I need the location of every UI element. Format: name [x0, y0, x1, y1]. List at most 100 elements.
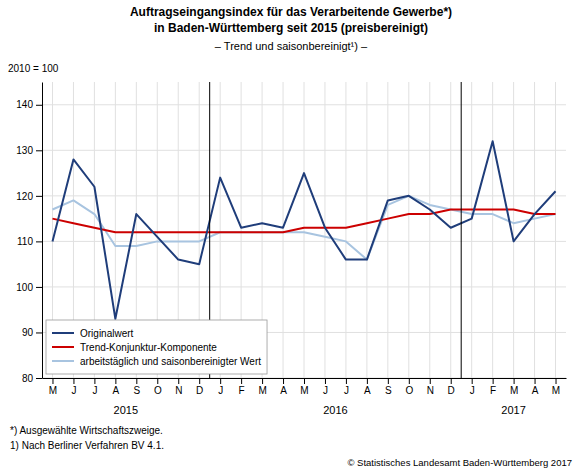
x-tick-mark — [73, 378, 74, 384]
x-tick: M — [552, 378, 560, 396]
x-tick: A — [532, 378, 539, 396]
y-tick-label: 120 — [16, 191, 33, 202]
x-tick: J — [323, 378, 328, 396]
x-tick-mark — [556, 378, 557, 384]
legend-label: Trend-Konjunktur-Komponente — [80, 342, 217, 353]
x-tick-mark — [136, 378, 137, 384]
y-tick-label: 140 — [16, 99, 33, 110]
grid-line-x — [345, 82, 346, 378]
x-tick-label: J — [470, 385, 475, 396]
x-tick-label: A — [532, 385, 539, 396]
x-tick-label: A — [280, 385, 287, 396]
y-axis-line — [42, 83, 43, 379]
x-tick-label: M — [510, 385, 518, 396]
x-tick-mark — [514, 378, 515, 384]
x-tick-label: S — [133, 385, 140, 396]
grid — [42, 82, 566, 378]
x-tick-label: J — [218, 385, 223, 396]
x-tick-mark — [472, 378, 473, 384]
grid-line-x — [450, 82, 451, 378]
x-tick-label: J — [71, 385, 76, 396]
x-tick-mark — [220, 378, 221, 384]
legend-label: Originalwert — [80, 328, 134, 339]
x-tick-label: A — [364, 385, 371, 396]
legend-item: Originalwert — [52, 328, 134, 339]
series-line — [52, 141, 555, 319]
group-label: 2016 — [323, 404, 347, 416]
x-tick-mark — [535, 378, 536, 384]
x-tick-mark — [52, 378, 53, 384]
chart-svg: Auftragseingangsindex für das Verarbeite… — [0, 0, 582, 474]
legend-item: Trend-Konjunktur-Komponente — [52, 342, 217, 353]
grid-line-x — [304, 82, 305, 378]
y-tick-mark — [36, 287, 42, 288]
x-tick-mark — [115, 378, 116, 384]
y-tick: 100 — [16, 282, 42, 293]
x-tick: J — [344, 378, 349, 396]
y-tick: 80 — [22, 373, 42, 384]
grid-line-x — [429, 82, 430, 378]
x-tick: M — [49, 378, 57, 396]
x-tick-mark — [493, 378, 494, 384]
x-tick-mark — [283, 378, 284, 384]
x-tick-mark — [367, 378, 368, 384]
x-tick: F — [490, 378, 496, 396]
x-tick: O — [405, 378, 413, 396]
x-tick-label: N — [175, 385, 182, 396]
footnote: *) Ausgewählte Wirtschaftszweige. — [10, 425, 163, 436]
group-divider — [461, 82, 462, 378]
x-tick: M — [258, 378, 266, 396]
x-tick-label: A — [113, 385, 120, 396]
credit: © Statistisches Landesamt Baden-Württemb… — [347, 457, 572, 468]
grid-line-x — [387, 82, 388, 378]
x-tick-mark — [451, 378, 452, 384]
legend-swatch — [52, 332, 74, 334]
grid-line-x — [471, 82, 472, 378]
grid-line-x — [283, 82, 284, 378]
y-tick-mark — [36, 196, 42, 197]
x-tick: A — [280, 378, 287, 396]
x-tick-mark — [178, 378, 179, 384]
group-label: 2015 — [114, 404, 138, 416]
title: Auftragseingangsindex für das Verarbeite… — [130, 5, 452, 19]
x-tick-label: F — [239, 385, 245, 396]
x-tick: N — [175, 378, 182, 396]
series-line — [52, 210, 555, 233]
grid-line-x — [555, 82, 556, 378]
y-tick-mark — [36, 105, 42, 106]
legend-item: arbeitstäglich und saisonbereinigter Wer… — [52, 356, 261, 367]
y-tick: 110 — [17, 236, 42, 247]
x-tick: A — [113, 378, 120, 396]
x-tick-mark — [409, 378, 410, 384]
x-tick-label: M — [258, 385, 266, 396]
group-label: 2017 — [501, 404, 525, 416]
x-tick: J — [470, 378, 475, 396]
y-tick-label: 100 — [16, 282, 33, 293]
x-tick: O — [154, 378, 162, 396]
grid-line-x — [408, 82, 409, 378]
x-tick: J — [218, 378, 223, 396]
x-tick-label: F — [490, 385, 496, 396]
series-line — [52, 196, 555, 260]
x-tick-label: D — [448, 385, 455, 396]
x-tick-label: N — [427, 385, 434, 396]
x-tick: S — [133, 378, 140, 396]
title: in Baden-Württemberg seit 2015 (preisber… — [154, 21, 428, 35]
y-tick-mark — [36, 332, 42, 333]
x-tick: N — [427, 378, 434, 396]
x-tick-label: M — [49, 385, 57, 396]
x-tick-mark — [346, 378, 347, 384]
subtitle: – Trend und saisonbereinigt¹) – — [215, 40, 368, 52]
grid-line-x — [513, 82, 514, 378]
chart-container: Auftragseingangsindex für das Verarbeite… — [0, 0, 582, 474]
x-tick-label: J — [92, 385, 97, 396]
lines — [52, 141, 555, 319]
x-tick: M — [300, 378, 308, 396]
x-tick-mark — [304, 378, 305, 384]
y-tick-mark — [36, 241, 42, 242]
x-tick-mark — [430, 378, 431, 384]
x-tick-mark — [157, 378, 158, 384]
x-tick: A — [364, 378, 371, 396]
x-tick: F — [239, 378, 245, 396]
y-tick: 130 — [16, 145, 42, 156]
